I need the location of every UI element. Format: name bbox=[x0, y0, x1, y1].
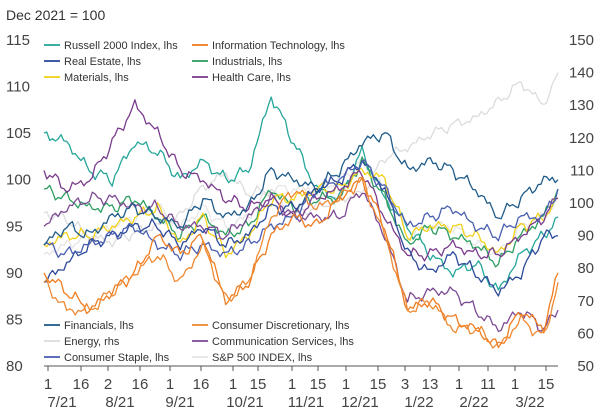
x-day-label: 1 bbox=[166, 376, 174, 393]
legend-label-real-estate-lhs: Real Estate, lhs bbox=[64, 56, 142, 68]
x-day-label: 16 bbox=[132, 376, 149, 393]
legend-label-industrials-lhs: Industrials, lhs bbox=[212, 56, 283, 68]
x-day-label: 15 bbox=[250, 376, 267, 393]
legend-label-s-p-500-index-lhs: S&P 500 INDEX, lhs bbox=[212, 352, 313, 364]
right-tick-label: 120 bbox=[569, 130, 594, 147]
x-month-label: 11/21 bbox=[288, 394, 324, 411]
x-day-label: 1 bbox=[342, 376, 350, 393]
right-tick-label: 70 bbox=[577, 293, 594, 310]
series-line-materials-lhs bbox=[43, 167, 558, 259]
right-tick-label: 60 bbox=[577, 325, 594, 342]
series-line-financials-lhs bbox=[43, 132, 559, 246]
x-day-label: 2 bbox=[104, 376, 112, 393]
legend-label-materials-lhs: Materials, lhs bbox=[64, 72, 129, 84]
right-tick-label: 130 bbox=[569, 97, 594, 114]
legend-label-consumer-staple-lhs: Consumer Staple, lhs bbox=[64, 352, 170, 364]
legend-label-health-care-lhs: Health Care, lhs bbox=[212, 72, 291, 84]
x-month-label: 7/21 bbox=[47, 394, 76, 411]
left-tick-label: 110 bbox=[6, 79, 30, 96]
x-month-label: 9/21 bbox=[165, 394, 194, 411]
right-tick-label: 100 bbox=[569, 195, 594, 212]
series-line-communication-services-lhs bbox=[43, 191, 559, 333]
legend-label-consumer-discretionary-lhs: Consumer Discretionary, lhs bbox=[212, 320, 350, 332]
left-tick-label: 105 bbox=[6, 125, 31, 142]
axes-group: 8085909510010511011550607080901001101201… bbox=[6, 32, 594, 411]
series-group bbox=[43, 72, 559, 349]
right-tick-label: 140 bbox=[569, 65, 594, 82]
x-day-label: 3 bbox=[401, 376, 409, 393]
x-day-label: 1 bbox=[455, 376, 463, 393]
series-line-real-estate-lhs bbox=[43, 159, 559, 297]
x-day-label: 1 bbox=[229, 376, 237, 393]
series-line-consumer-staple-lhs bbox=[43, 159, 559, 262]
x-day-label: 15 bbox=[310, 376, 327, 393]
left-tick-label: 85 bbox=[6, 311, 23, 328]
x-month-label: 1/22 bbox=[404, 394, 433, 411]
x-day-label: 15 bbox=[538, 376, 555, 393]
x-month-label: 10/21 bbox=[226, 394, 264, 411]
x-day-label: 1 bbox=[44, 376, 52, 393]
legend-label-energy-rhs: Energy, rhs bbox=[64, 336, 120, 348]
right-tick-label: 150 bbox=[569, 32, 594, 49]
x-day-label: 15 bbox=[370, 376, 387, 393]
right-tick-label: 110 bbox=[570, 162, 594, 179]
x-month-label: 12/21 bbox=[341, 394, 379, 411]
right-tick-label: 80 bbox=[577, 260, 594, 277]
x-month-label: 2/22 bbox=[459, 394, 488, 411]
left-tick-label: 115 bbox=[6, 32, 30, 49]
right-tick-label: 90 bbox=[577, 228, 594, 245]
x-day-label: 11 bbox=[480, 376, 496, 393]
legend-label-russell-2000-index-lhs: Russell 2000 Index, lhs bbox=[64, 40, 178, 52]
legend-label-information-technology-lhs: Information Technology, lhs bbox=[212, 40, 345, 52]
series-line-industrials-lhs bbox=[43, 156, 559, 268]
right-tick-label: 50 bbox=[577, 358, 594, 375]
chart-subtitle: Dec 2021 = 100 bbox=[6, 7, 105, 23]
left-tick-label: 95 bbox=[6, 218, 23, 235]
x-day-label: 16 bbox=[193, 376, 210, 393]
series-line-consumer-discretionary-lhs bbox=[43, 176, 559, 349]
series-line-health-care-lhs bbox=[43, 99, 559, 262]
left-tick-label: 80 bbox=[6, 358, 23, 375]
x-day-label: 16 bbox=[73, 376, 90, 393]
x-day-label: 1 bbox=[511, 376, 519, 393]
x-month-label: 3/22 bbox=[515, 394, 544, 411]
legend-group: Russell 2000 Index, lhs Information Techn… bbox=[44, 40, 354, 364]
x-month-label: 8/21 bbox=[105, 394, 134, 411]
left-tick-label: 90 bbox=[6, 265, 23, 282]
legend-label-financials-lhs: Financials, lhs bbox=[64, 320, 134, 332]
x-day-label: 13 bbox=[422, 376, 439, 393]
x-day-label: 1 bbox=[288, 376, 296, 393]
left-tick-label: 100 bbox=[6, 172, 31, 189]
legend-label-communication-services-lhs: Communication Services, lhs bbox=[212, 336, 354, 348]
